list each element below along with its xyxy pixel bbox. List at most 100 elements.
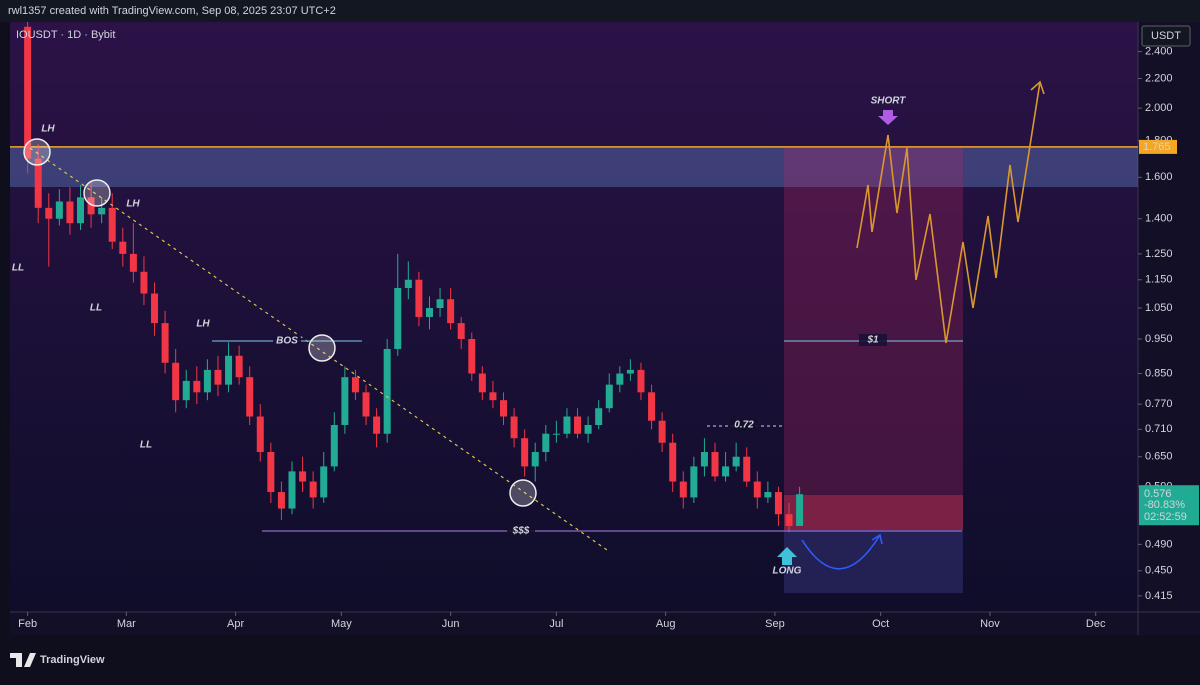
annotation: LONG: [773, 566, 802, 577]
candle-body: [267, 451, 275, 493]
annotation-bg: [859, 334, 887, 346]
y-tick-label: 0.950: [1145, 333, 1173, 345]
annotation: LL: [140, 440, 152, 451]
candle-body: [436, 299, 444, 308]
candle-body: [774, 492, 782, 515]
candle-body: [574, 416, 582, 434]
candle-body: [235, 355, 243, 378]
y-tick-label: 1.250: [1145, 248, 1173, 260]
candle-body: [309, 481, 317, 498]
annotation: $1: [866, 335, 879, 346]
x-tick-label: Dec: [1086, 618, 1106, 630]
candle-body: [626, 369, 634, 374]
pivot-circle: [23, 138, 51, 166]
x-tick-label: Aug: [656, 618, 676, 630]
short-zone-entry: [784, 495, 963, 530]
candle-body: [637, 369, 645, 393]
candle-body: [500, 400, 507, 417]
last-price: 0.576: [1144, 488, 1172, 500]
candle-body: [648, 392, 656, 421]
candle-body: [24, 26, 32, 159]
symbol: IOUSDT · 1D · Bybit: [16, 29, 115, 41]
candle-body: [552, 433, 560, 435]
candle-body: [98, 207, 106, 215]
last-price-box: [1139, 485, 1199, 526]
candle-body: [489, 392, 497, 401]
price-line-box: [1139, 139, 1177, 154]
candle-body: [743, 456, 751, 482]
annotation-bg: [273, 335, 301, 347]
y-tick-label: 1.600: [1145, 171, 1173, 183]
x-tick-label: Jun: [442, 618, 460, 630]
candle-body: [87, 197, 95, 215]
candle-body: [299, 471, 307, 482]
candle-body: [225, 355, 233, 385]
projection-path: [856, 81, 1041, 344]
short-arrow: [878, 110, 898, 125]
plot-bg: [10, 22, 1138, 612]
y-tick-label: 0.770: [1145, 398, 1173, 410]
candle-body: [77, 197, 84, 224]
candle-body: [172, 362, 180, 401]
candle-body: [605, 384, 613, 409]
candle-body: [256, 416, 264, 452]
logo-icon: [10, 653, 36, 667]
pivot-circle: [308, 334, 336, 362]
candle-body: [140, 271, 148, 294]
y-tick-label: 1.150: [1145, 274, 1173, 286]
candle-body: [764, 492, 772, 498]
candle-body: [563, 416, 571, 434]
y-tick-label: 1.400: [1145, 213, 1173, 225]
candle-body: [108, 207, 116, 242]
short-zone: [784, 147, 963, 495]
candle-body: [66, 201, 74, 224]
candle-body: [161, 323, 169, 363]
supply-zone: [10, 147, 1138, 187]
candle-body: [383, 348, 391, 434]
trendline: [29, 147, 608, 551]
candle-body: [669, 442, 677, 482]
candle-body: [457, 323, 465, 340]
y-tick-label: 0.490: [1145, 538, 1173, 550]
x-tick-label: Nov: [980, 618, 1000, 630]
y-tick-label: 0.650: [1145, 451, 1173, 463]
currency[interactable]: USDT: [1151, 30, 1181, 42]
candle-body: [510, 416, 518, 439]
candle-body: [700, 451, 708, 467]
candle-body: [193, 380, 201, 393]
candle-body: [542, 433, 550, 452]
candle-body: [373, 416, 381, 434]
y-tick-label: 0.450: [1145, 565, 1173, 577]
pivot-circle: [83, 179, 111, 207]
candle-body: [351, 377, 359, 393]
y-tick-label: 0.850: [1145, 367, 1173, 379]
candle-body: [151, 293, 159, 324]
annotation: LH: [126, 199, 140, 210]
y-tick-label: 2.000: [1145, 102, 1173, 114]
candle-body: [468, 339, 476, 374]
annotation: LH: [196, 319, 210, 330]
x-tick-label: Sep: [765, 618, 785, 630]
long-arrow: [777, 547, 797, 565]
candle-body: [521, 438, 529, 467]
annotation: LL: [90, 303, 102, 314]
long-zone: [784, 530, 963, 593]
candle-body: [732, 456, 740, 467]
candle-body: [478, 373, 486, 393]
candle-body: [182, 380, 190, 401]
candle-body: [595, 408, 603, 425]
projection-arrow: [1030, 80, 1045, 95]
candle-body: [246, 377, 254, 417]
y-tick-label: 2.200: [1145, 72, 1173, 84]
candle-body: [55, 201, 63, 219]
candle-body: [320, 466, 328, 498]
currency-box[interactable]: [1141, 25, 1191, 47]
annotation: LH: [41, 124, 55, 135]
price-axis-bg: [1138, 22, 1200, 635]
x-tick-label: Mar: [117, 618, 136, 630]
bounce-curve: [801, 534, 881, 570]
annotation-bg: [507, 525, 535, 537]
candle-body: [616, 373, 624, 385]
candle-body: [330, 424, 338, 467]
x-tick-label: Apr: [227, 618, 244, 630]
